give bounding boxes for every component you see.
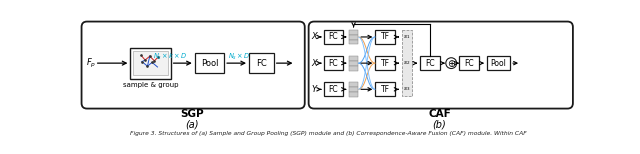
Bar: [249, 53, 274, 73]
Text: TF: TF: [381, 85, 390, 94]
Text: FC: FC: [464, 59, 474, 68]
Text: (a): (a): [186, 120, 199, 130]
Text: Y: Y: [312, 85, 317, 94]
Bar: [134, 51, 168, 75]
Bar: [324, 82, 343, 96]
Text: $\oplus$: $\oplus$: [447, 58, 456, 69]
Bar: [402, 30, 412, 96]
Bar: [375, 30, 396, 44]
Text: Pool: Pool: [201, 59, 218, 68]
Text: X: X: [312, 59, 317, 68]
Text: $N_s \times k \times D$: $N_s \times k \times D$: [153, 52, 187, 62]
Bar: [487, 56, 510, 70]
Text: TF: TF: [381, 59, 390, 68]
Bar: [195, 53, 224, 73]
Text: FC: FC: [426, 59, 435, 68]
Text: $s_1$: $s_1$: [403, 33, 411, 41]
Text: $s_3$: $s_3$: [403, 85, 411, 93]
Bar: [375, 56, 396, 70]
Text: FC: FC: [256, 59, 267, 68]
Bar: [349, 40, 358, 44]
FancyBboxPatch shape: [81, 22, 305, 109]
Text: Figure 3. Structures of (a) Sample and Group Pooling (SGP) module and (b) Corres: Figure 3. Structures of (a) Sample and G…: [130, 132, 526, 136]
Text: TF: TF: [381, 32, 390, 41]
Bar: [349, 82, 358, 87]
Bar: [459, 56, 479, 70]
Bar: [349, 61, 358, 66]
Bar: [349, 30, 358, 35]
Text: $N_s \times D$: $N_s \times D$: [228, 52, 250, 62]
FancyBboxPatch shape: [308, 22, 573, 109]
Bar: [324, 56, 343, 70]
Bar: [349, 87, 358, 92]
Circle shape: [446, 58, 457, 69]
Text: $F_p$: $F_p$: [86, 57, 97, 70]
Text: FC: FC: [328, 85, 338, 94]
Text: (b): (b): [433, 120, 447, 130]
Text: FC: FC: [328, 59, 338, 68]
Bar: [420, 56, 440, 70]
Text: SGP: SGP: [180, 109, 204, 119]
Bar: [324, 30, 343, 44]
Bar: [375, 82, 396, 96]
Bar: [349, 35, 358, 39]
Bar: [349, 66, 358, 71]
Text: X: X: [312, 32, 317, 41]
Bar: [349, 56, 358, 61]
Bar: [131, 48, 171, 79]
Text: $s_2$: $s_2$: [403, 59, 411, 67]
Text: FC: FC: [328, 32, 338, 41]
Text: CAF: CAF: [428, 109, 451, 119]
Text: Pool: Pool: [491, 59, 506, 68]
Text: sample & group: sample & group: [123, 82, 179, 88]
Bar: [349, 92, 358, 97]
